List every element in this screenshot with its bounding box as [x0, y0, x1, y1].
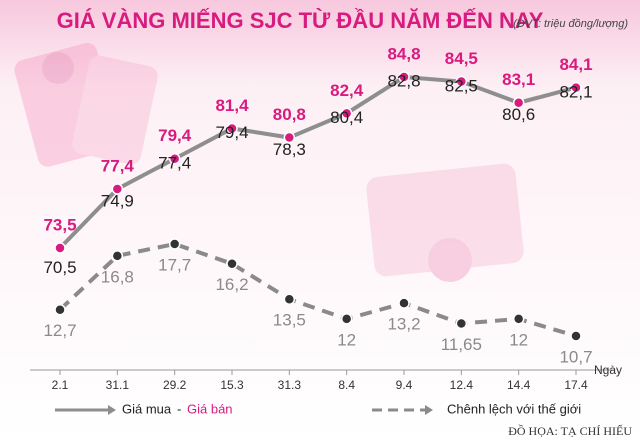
sell-label: 82,4: [330, 81, 364, 100]
diff-point: [570, 330, 582, 342]
chart-subtitle: (ĐVT: triệu đồng/lượng): [513, 18, 628, 30]
sell-point: [54, 242, 66, 254]
buy-label: 82,8: [387, 72, 420, 91]
sell-point: [398, 71, 410, 83]
decoration: [14, 42, 524, 282]
diff-label: 13,2: [387, 315, 420, 334]
buy-label: 80,4: [330, 108, 363, 127]
sell-label: 80,8: [273, 105, 306, 124]
x-tick-label: 9.4: [396, 378, 413, 392]
sell-point: [111, 183, 124, 195]
x-tick-label: 17.4: [564, 378, 588, 392]
diff-point: [168, 238, 181, 250]
sell-point: [455, 75, 468, 88]
buy-label: 78,3: [273, 140, 306, 159]
diff-point: [455, 317, 468, 330]
buy-label: 80,6: [502, 105, 535, 124]
x-tick-label: 8.4: [338, 378, 355, 392]
buy-label: 79,4: [215, 123, 248, 142]
buy-label: 70,5: [43, 258, 76, 277]
diff-label: 13,5: [273, 311, 306, 330]
diff-point: [512, 313, 525, 325]
sell-label: 79,4: [158, 126, 192, 145]
buy-label: 82,1: [559, 82, 592, 101]
x-tick-label: 31.3: [278, 378, 302, 392]
sell-label: 84,1: [559, 55, 592, 74]
diff-label: 12: [509, 330, 528, 349]
diff-point: [340, 313, 353, 325]
buy-label: 82,5: [445, 76, 478, 95]
sell-label: 83,1: [502, 70, 535, 89]
x-tick-label: 29.2: [163, 378, 187, 392]
legend-separator: -: [177, 401, 181, 416]
x-tick-label: 15.3: [220, 378, 244, 392]
sell-label: 84,8: [387, 44, 420, 63]
sell-point: [168, 152, 181, 165]
sell-point: [512, 96, 525, 109]
diff-label: 16,8: [101, 267, 134, 286]
x-axis-label: Ngày: [594, 363, 622, 377]
legend-label: Chênh lệch với thế giới: [447, 401, 581, 416]
buy-label: 74,9: [101, 191, 134, 210]
legend-arrow: [425, 405, 433, 415]
legend-label: Giá bán: [187, 401, 233, 416]
buy-label: 77,4: [158, 153, 191, 172]
x-tick-label: 12.4: [450, 378, 474, 392]
sell-point: [570, 81, 582, 94]
sell-label: 77,4: [101, 156, 135, 175]
x-tick-label: 31.1: [106, 378, 130, 392]
diff-line: [58, 241, 577, 338]
sell-point: [226, 122, 238, 135]
diff-label: 10,7: [559, 347, 592, 366]
credit: ĐỒ HỌA: TẠ CHÍ HIẾU: [508, 423, 632, 438]
diff-point: [283, 293, 296, 305]
sell-point: [283, 131, 296, 144]
legend-arrow: [108, 405, 116, 415]
diff-point: [398, 297, 410, 309]
sell-label: 73,5: [43, 215, 76, 234]
diff-point: [54, 303, 66, 316]
diff-label: 17,7: [158, 255, 191, 274]
diff-point: [226, 257, 238, 270]
diff-point: [111, 250, 124, 262]
legend-label: Giá mua: [122, 401, 172, 416]
price-line: [58, 74, 577, 250]
diff-label: 16,2: [215, 275, 248, 294]
x-tick-label: 2.1: [52, 378, 69, 392]
sell-point: [340, 107, 353, 120]
chart-title: GIÁ VÀNG MIẾNG SJC TỪ ĐẦU NĂM ĐẾN NAY: [57, 8, 544, 33]
x-tick-label: 14.4: [507, 378, 531, 392]
sell-label: 84,5: [445, 49, 478, 68]
sell-label: 81,4: [215, 96, 249, 115]
diff-label: 11,65: [441, 335, 482, 354]
diff-label: 12,7: [43, 321, 76, 340]
diff-label: 12: [337, 330, 356, 349]
